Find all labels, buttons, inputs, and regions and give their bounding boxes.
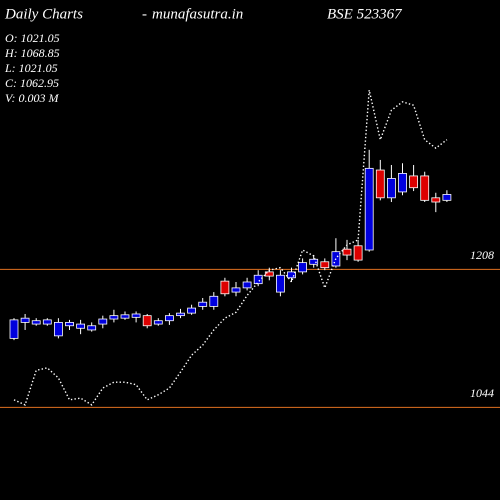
candle-body <box>220 280 230 295</box>
candle-body <box>87 325 97 331</box>
candle-body <box>287 271 296 279</box>
candle-body <box>209 295 219 307</box>
candle-body <box>153 320 163 325</box>
info-line: C: 1062.95 <box>5 76 59 90</box>
y-tick-label: 1208 <box>470 248 494 262</box>
candle-body <box>9 319 19 339</box>
candle-body <box>342 248 352 256</box>
candle-body <box>231 287 241 293</box>
candle-body <box>409 175 419 189</box>
candle-body <box>164 315 174 322</box>
candle-body <box>142 315 152 327</box>
candle-body <box>176 312 185 317</box>
candle-body <box>386 178 396 199</box>
candle-body <box>198 301 208 307</box>
candle-body <box>187 307 197 314</box>
candle-body <box>65 321 74 327</box>
info-line: H: 1068.85 <box>4 46 60 60</box>
candle-body <box>42 319 52 325</box>
candle-body <box>264 271 274 277</box>
site-name: munafasutra.in <box>152 6 243 22</box>
candle-body <box>309 258 319 265</box>
symbol: BSE 523367 <box>327 6 403 22</box>
candle-body <box>131 313 141 318</box>
candle-body <box>253 274 263 285</box>
info-line: L: 1021.05 <box>4 61 58 75</box>
y-tick-label: 1044 <box>470 386 494 400</box>
candle-body <box>420 175 430 201</box>
candle-body <box>375 169 385 199</box>
candle-body <box>442 194 452 201</box>
candle-body <box>298 262 308 273</box>
info-line: O: 1021.05 <box>5 31 60 45</box>
candle-body <box>31 320 41 325</box>
candle-body <box>275 274 285 293</box>
candle-body <box>242 281 252 289</box>
candle-body <box>54 321 63 337</box>
candle-body <box>398 173 407 193</box>
candle-body <box>109 315 119 320</box>
chart-title: Daily Charts <box>4 6 83 22</box>
candle-body <box>20 317 30 323</box>
candle-body <box>431 197 441 203</box>
candle-body <box>364 167 374 251</box>
candle-body <box>120 314 130 319</box>
candle-body <box>76 323 85 329</box>
candle-body <box>353 245 363 261</box>
candle-body <box>98 318 108 325</box>
title-separator: - <box>142 6 147 22</box>
candle-body <box>320 261 330 269</box>
info-line: V: 0.003 M <box>5 91 60 105</box>
